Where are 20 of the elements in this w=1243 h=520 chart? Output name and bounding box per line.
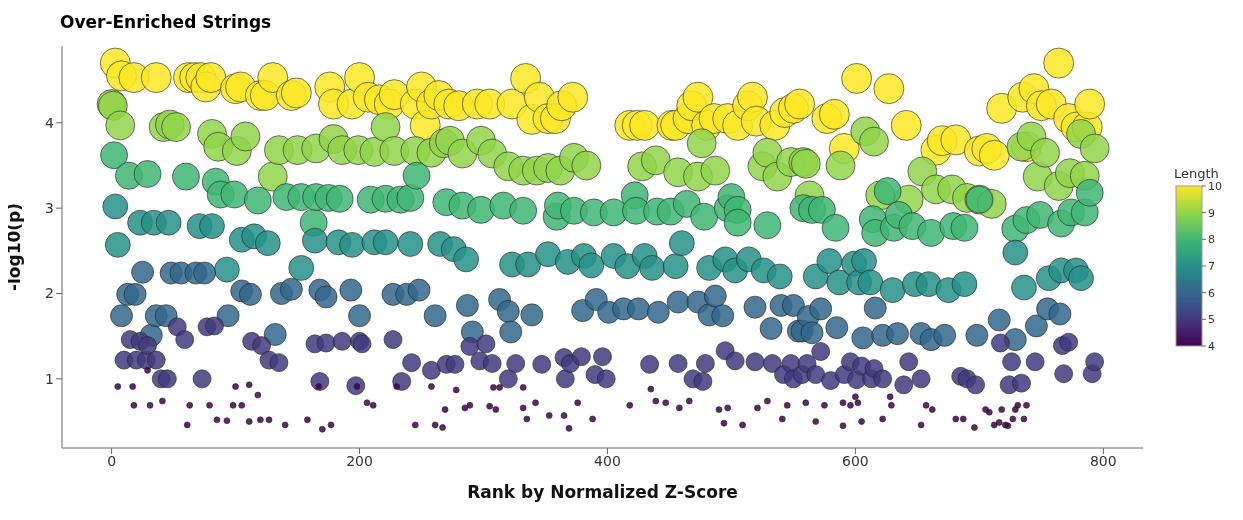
color-bar-label: 9 [1208, 206, 1215, 220]
color-bar-label: 8 [1208, 233, 1215, 247]
color-bar-title: Length [1174, 166, 1219, 181]
x-tick-label: 800 [1089, 452, 1117, 469]
x-tick-label: 0 [107, 452, 117, 469]
x-tick-label: 200 [346, 452, 373, 469]
y-axis-title: -log10(p) [4, 202, 25, 292]
color-bar-label: 10 [1208, 180, 1222, 193]
color-bar-label: 6 [1208, 286, 1215, 300]
chart-title: Over-Enriched Strings [60, 12, 272, 32]
x-tick-label: 400 [594, 452, 621, 469]
color-bar-label: 5 [1208, 313, 1215, 327]
color-bar-label: 4 [1208, 340, 1215, 353]
y-tick-label: 3 [45, 200, 54, 217]
y-tick-label: 1 [45, 370, 54, 387]
x-tick-label: 600 [842, 452, 869, 469]
color-bar-label: 7 [1208, 260, 1215, 273]
x-axis-title: Rank by Normalized Z-Score [467, 482, 738, 502]
y-tick-label: 2 [45, 285, 54, 302]
y-tick-label: 4 [45, 114, 55, 131]
